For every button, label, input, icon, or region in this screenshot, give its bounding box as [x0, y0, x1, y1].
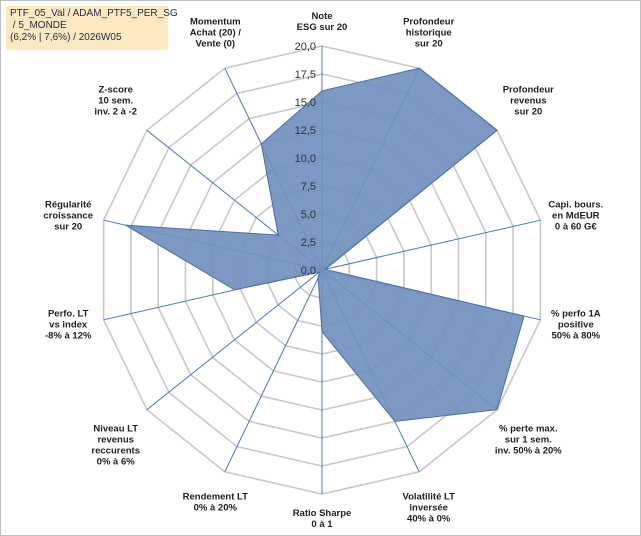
axis-label: % perte max. [499, 423, 558, 434]
axis-label: 0% à 6% [97, 456, 136, 467]
chart-title-box: PTF_05_Val / ADAM_PTF5_PER_SG / 5_MONDE … [6, 6, 178, 50]
axis-label: -8% à 12% [45, 331, 92, 342]
axis-label: revenus [97, 434, 133, 445]
axis-label: sur 20 [415, 38, 443, 49]
tick-label: 17,5 [295, 69, 316, 81]
axis-label: 10 sem. [98, 96, 133, 107]
axis-label: reccurents [91, 445, 140, 456]
axis-label: Régularité [45, 199, 91, 210]
axis-spoke [321, 219, 541, 271]
tick-layer: 0,0 2,5 5,0 7,5 10,0 12,5 15,0 17,5 20,0 [295, 41, 316, 277]
tick-label: 20,0 [295, 41, 316, 53]
axis-spoke [146, 269, 323, 411]
axis-label: % perfo 1A [551, 309, 601, 320]
title-line-1: PTF_05_Val / ADAM_PTF5_PER_SG [10, 8, 178, 19]
axis-label: Momentum [190, 16, 241, 27]
axis-label: revenus [510, 96, 546, 107]
axis-label: sur 1 sem. [505, 434, 552, 445]
tick-label: 2,5 [301, 237, 316, 249]
axis-label: Achat (20) / [190, 27, 242, 38]
axis-label: positive [558, 320, 594, 331]
axis-label: inv. 50% à 20% [495, 445, 562, 456]
axis-label: Capi. bours. [548, 199, 603, 210]
axis-label: Niveau LT [93, 423, 138, 434]
axis-label: 0% à 20% [194, 503, 238, 514]
axis-label: Z-score [99, 85, 133, 96]
axis-label: inversée [409, 503, 448, 514]
axis-label: Rendement LT [183, 492, 248, 503]
axis-label: croissance [43, 210, 93, 221]
tick-label: 7,5 [301, 181, 316, 193]
axis-label: 0 à 1 [311, 519, 333, 530]
axis-label: 50% à 80% [552, 331, 601, 342]
axis-label: Profondeur [403, 16, 454, 27]
axis-label: en MdEUR [552, 210, 600, 221]
axis-label: Profondeur [503, 85, 554, 96]
axis-label: 40% à 0% [407, 514, 451, 525]
title-line-2: / 5_MONDE [10, 20, 67, 31]
axis-label: sur 20 [54, 221, 82, 232]
axis-label: vs index [49, 320, 88, 331]
axis-label: sur 20 [514, 107, 542, 118]
tick-label: 15,0 [295, 97, 316, 109]
axis-label: 0 à 60 G€ [555, 221, 597, 232]
axis-label: Perfo. LT [48, 309, 89, 320]
series-layer [125, 67, 525, 422]
tick-label: 10,0 [295, 153, 316, 165]
tick-label: 0,0 [301, 265, 316, 277]
axis-label: Note [311, 11, 332, 22]
axis-label: inv. 2 à -2 [94, 107, 137, 118]
title-line-3: (6,2% | 7,6%) / 2026W05 [10, 32, 122, 43]
axis-label: historique [406, 27, 452, 38]
axis-label: ESG sur 20 [297, 22, 348, 33]
axis-label: Volatilité LT [402, 492, 455, 503]
series-area [125, 67, 525, 422]
axis-spoke [224, 269, 323, 473]
axis-label: Ratio Sharpe [293, 508, 352, 519]
tick-label: 5,0 [301, 209, 316, 221]
axis-label: Vente (0) [195, 38, 235, 49]
tick-label: 12,5 [295, 125, 316, 137]
